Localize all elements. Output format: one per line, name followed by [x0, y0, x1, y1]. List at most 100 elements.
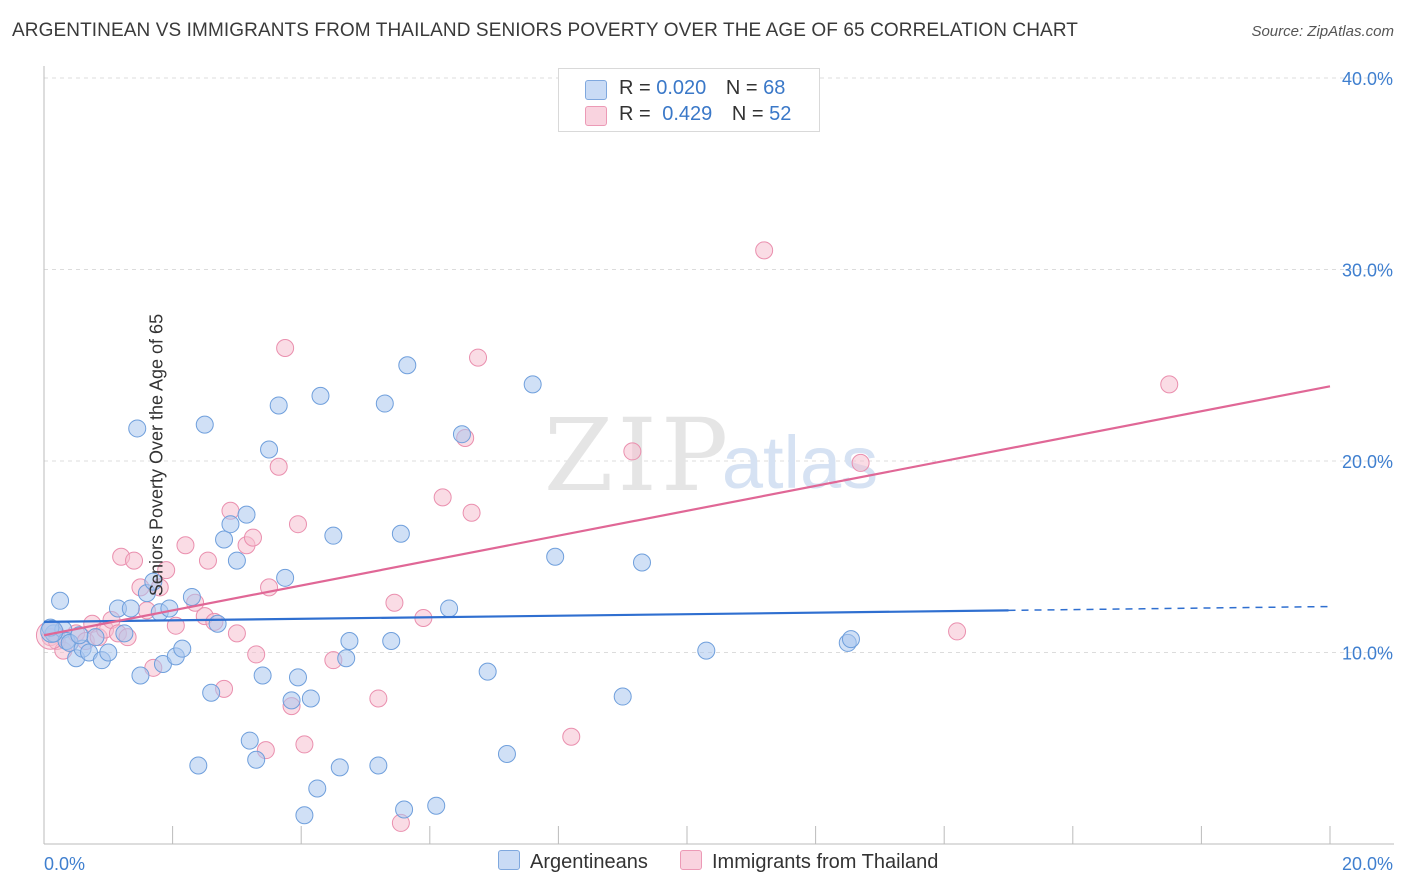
thailand-point [385, 593, 404, 612]
argentineans-point [237, 505, 256, 524]
argentineans-point [208, 614, 227, 633]
argentineans-point [324, 526, 343, 545]
bottom-legend-thailand: Immigrants from Thailand [680, 850, 938, 874]
argentineans-point [395, 800, 414, 819]
thailand-point [227, 624, 246, 643]
legend-n-value: 68 [763, 77, 786, 99]
argentineans-point [452, 425, 471, 444]
legend-r-label: R = [619, 103, 657, 125]
legend-text-pink: R = 0.429 N = 52 [619, 103, 791, 126]
argentineans-point [260, 440, 279, 459]
argentineans-point [841, 630, 860, 649]
y-tick-label: 40.0% [1342, 69, 1393, 89]
argentineans-point [240, 731, 259, 750]
argentineans-point [282, 691, 301, 710]
legend-text-blue: R = 0.020 N = 68 [619, 77, 785, 100]
legend-n-value: 52 [769, 103, 792, 125]
argentineans-trend-line [43, 609, 1009, 623]
argentineans-point [51, 591, 70, 610]
argentineans-point [173, 639, 192, 658]
thailand-point [623, 442, 642, 461]
series-argentineans-points [40, 356, 860, 825]
argentineans-point [440, 599, 459, 618]
bottom-legend-swatch-pink [680, 850, 702, 870]
bottom-legend-argentineans: Argentineans [498, 850, 648, 874]
argentineans-point [340, 632, 359, 651]
grid-lines [44, 77, 1394, 653]
argentineans-point [128, 419, 147, 438]
correlation-legend: R = 0.020 N = 68 R = 0.429 N = 52 [558, 68, 820, 132]
y-tick-label: 20.0% [1342, 452, 1393, 472]
argentineans-point [308, 779, 327, 798]
argentineans-point [697, 641, 716, 660]
argentineans-point [276, 568, 295, 587]
argentineans-point [497, 744, 516, 763]
thailand-point [157, 561, 176, 580]
thailand-point [125, 551, 144, 570]
legend-r-value: 0.020 [656, 77, 707, 99]
thailand-point [469, 348, 488, 367]
argentineans-point [86, 628, 105, 647]
trend-lines [43, 385, 1331, 637]
argentineans-point [382, 632, 401, 651]
argentineans-point [247, 750, 266, 769]
thailand-point [433, 488, 452, 507]
argentineans-point [253, 666, 272, 685]
argentineans-point [337, 649, 356, 668]
argentineans-point [375, 394, 394, 413]
thailand-point [247, 645, 266, 664]
y-tick-label: 30.0% [1342, 261, 1393, 281]
thailand-point [851, 453, 870, 472]
y-tick-label: 10.0% [1342, 644, 1393, 664]
argentineans-point [311, 386, 330, 405]
argentineans-point [99, 643, 118, 662]
argentineans-point [269, 396, 288, 415]
thailand-point [295, 735, 314, 754]
thailand-point [176, 536, 195, 555]
argentineans-point [189, 756, 208, 775]
argentineans-point [301, 689, 320, 708]
thailand-point [562, 727, 581, 746]
argentineans-point [70, 626, 89, 645]
argentineans-point [202, 683, 221, 702]
argentineans-point [330, 758, 349, 777]
thailand-point [1160, 375, 1179, 394]
thailand-point [198, 551, 217, 570]
argentineans-point [523, 375, 542, 394]
thailand-trend-line [43, 385, 1331, 637]
chart-title: ARGENTINEAN VS IMMIGRANTS FROM THAILAND … [12, 20, 1078, 41]
argentineans-point [144, 572, 163, 591]
argentineans-point [398, 356, 417, 375]
argentineans-trend-extension [1008, 605, 1331, 612]
thailand-point [269, 457, 288, 476]
legend-n-label: N = [725, 77, 764, 99]
argentineans-point [391, 524, 410, 543]
thailand-point [755, 241, 774, 260]
bottom-legend-label-blue: Argentineans [530, 851, 648, 873]
argentineans-point [288, 668, 307, 687]
source-credit: Source: ZipAtlas.com [1251, 23, 1394, 40]
argentineans-point [131, 666, 150, 685]
tick-labels: 10.0% 20.0% 30.0% 40.0% 0.0% 20.0% [44, 69, 1393, 874]
argentineans-point [478, 662, 497, 681]
argentineans-point [369, 756, 388, 775]
bottom-legend-swatch-blue [498, 850, 520, 870]
argentineans-point [427, 796, 446, 815]
argentineans-point [160, 599, 179, 618]
argentineans-point [227, 551, 246, 570]
legend-r-label: R = [619, 77, 657, 99]
argentineans-point [182, 587, 201, 606]
thailand-point [276, 339, 295, 358]
bottom-legend-label-pink: Immigrants from Thailand [712, 851, 939, 873]
argentineans-point [115, 624, 134, 643]
axes [43, 66, 1394, 845]
thailand-point [369, 689, 388, 708]
argentineans-point [195, 415, 214, 434]
argentineans-point [295, 806, 314, 825]
thailand-point [948, 622, 967, 641]
argentineans-point [215, 530, 234, 549]
thailand-point [462, 503, 481, 522]
legend-n-label: N = [731, 103, 770, 125]
legend-swatch-blue [585, 80, 607, 100]
